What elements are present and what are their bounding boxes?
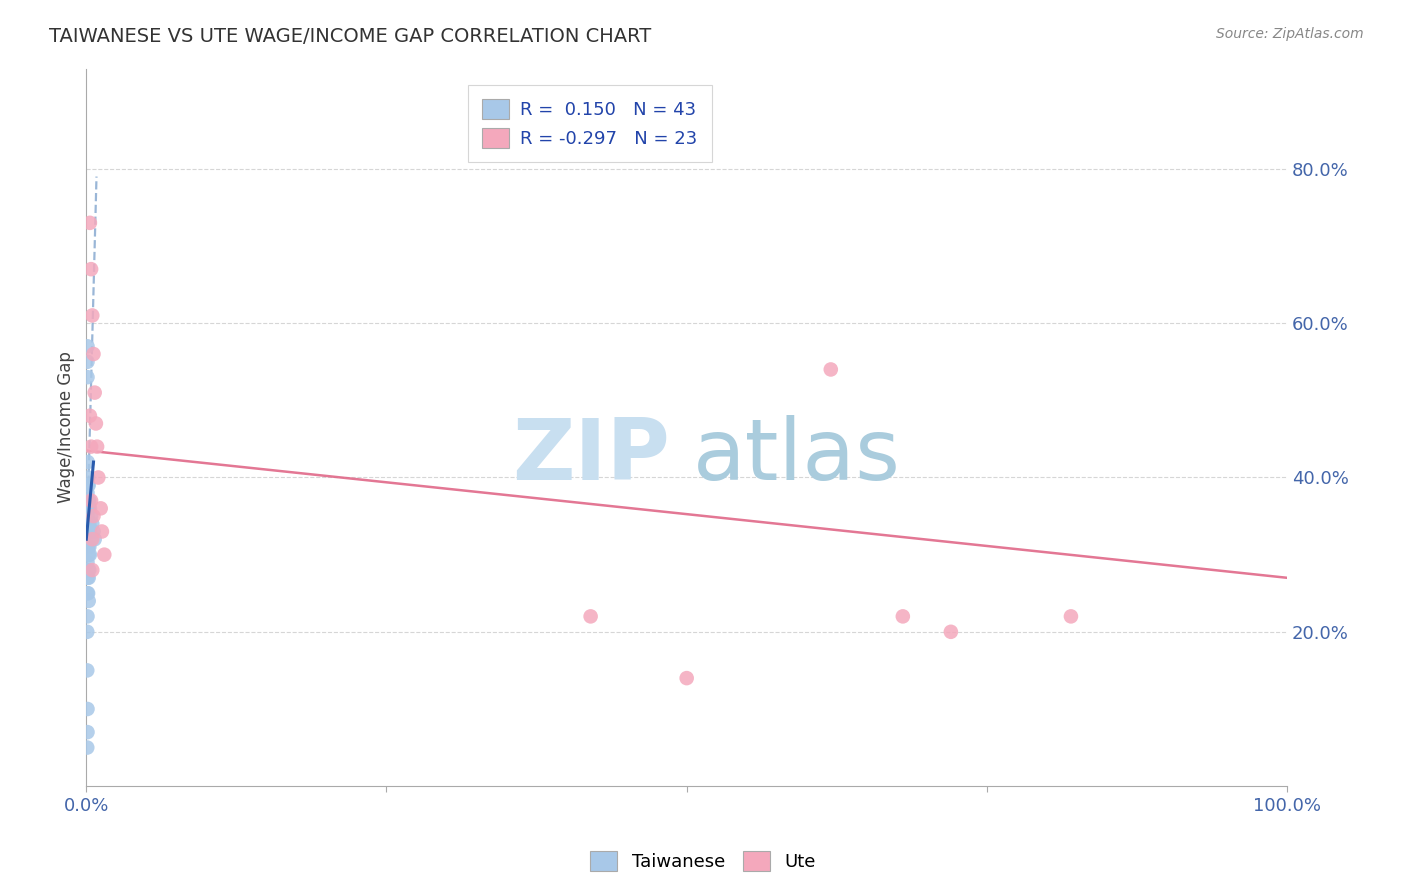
Point xyxy=(79,516,101,531)
Point xyxy=(76,586,98,600)
Text: Source: ZipAtlas.com: Source: ZipAtlas.com xyxy=(1216,27,1364,41)
Point xyxy=(80,493,103,508)
Point xyxy=(82,533,104,547)
Point xyxy=(79,493,101,508)
Point xyxy=(77,470,100,484)
Point xyxy=(80,262,103,277)
Point xyxy=(84,417,107,431)
Point xyxy=(87,470,110,484)
Point xyxy=(79,563,101,577)
Point xyxy=(79,501,101,516)
Point xyxy=(90,501,112,516)
Point xyxy=(77,571,100,585)
Point xyxy=(76,486,98,500)
Point xyxy=(77,548,100,562)
Point xyxy=(82,309,104,323)
Point xyxy=(76,355,98,369)
Point xyxy=(675,671,697,685)
Point xyxy=(76,624,98,639)
Point xyxy=(82,563,104,577)
Text: ZIP: ZIP xyxy=(513,415,671,498)
Point xyxy=(76,478,98,492)
Point xyxy=(82,509,104,524)
Point xyxy=(77,516,100,531)
Point xyxy=(79,409,101,423)
Point xyxy=(76,609,98,624)
Point xyxy=(1060,609,1083,624)
Point xyxy=(76,501,98,516)
Point xyxy=(79,216,101,230)
Point xyxy=(939,624,962,639)
Y-axis label: Wage/Income Gap: Wage/Income Gap xyxy=(58,351,75,503)
Point xyxy=(80,509,103,524)
Point xyxy=(83,385,105,400)
Point xyxy=(79,540,101,554)
Point xyxy=(76,555,98,569)
Point xyxy=(80,440,103,454)
Point xyxy=(82,524,104,539)
Point xyxy=(77,586,100,600)
Point xyxy=(76,740,98,755)
Point xyxy=(579,609,602,624)
Point xyxy=(80,533,103,547)
Point xyxy=(891,609,914,624)
Point xyxy=(820,362,842,376)
Point xyxy=(76,339,98,353)
Text: TAIWANESE VS UTE WAGE/INCOME GAP CORRELATION CHART: TAIWANESE VS UTE WAGE/INCOME GAP CORRELA… xyxy=(49,27,651,45)
Point xyxy=(77,540,100,554)
Point xyxy=(76,524,98,539)
Text: atlas: atlas xyxy=(693,415,901,498)
Point xyxy=(77,478,100,492)
Point xyxy=(86,440,108,454)
Point xyxy=(82,516,104,531)
Point xyxy=(77,501,100,516)
Point xyxy=(90,524,112,539)
Legend: Taiwanese, Ute: Taiwanese, Ute xyxy=(583,844,823,879)
Point xyxy=(77,524,100,539)
Point xyxy=(76,571,98,585)
Point xyxy=(76,725,98,739)
Point xyxy=(82,347,104,361)
Point xyxy=(77,493,100,508)
Point xyxy=(76,540,98,554)
Point xyxy=(77,563,100,577)
Point xyxy=(79,548,101,562)
Point xyxy=(77,594,100,608)
Point xyxy=(83,533,105,547)
Point xyxy=(76,664,98,678)
Legend: R =  0.150   N = 43, R = -0.297   N = 23: R = 0.150 N = 43, R = -0.297 N = 23 xyxy=(468,85,711,162)
Point xyxy=(76,509,98,524)
Point xyxy=(76,370,98,384)
Point xyxy=(76,702,98,716)
Point xyxy=(79,524,101,539)
Point xyxy=(93,548,115,562)
Point xyxy=(76,455,98,469)
